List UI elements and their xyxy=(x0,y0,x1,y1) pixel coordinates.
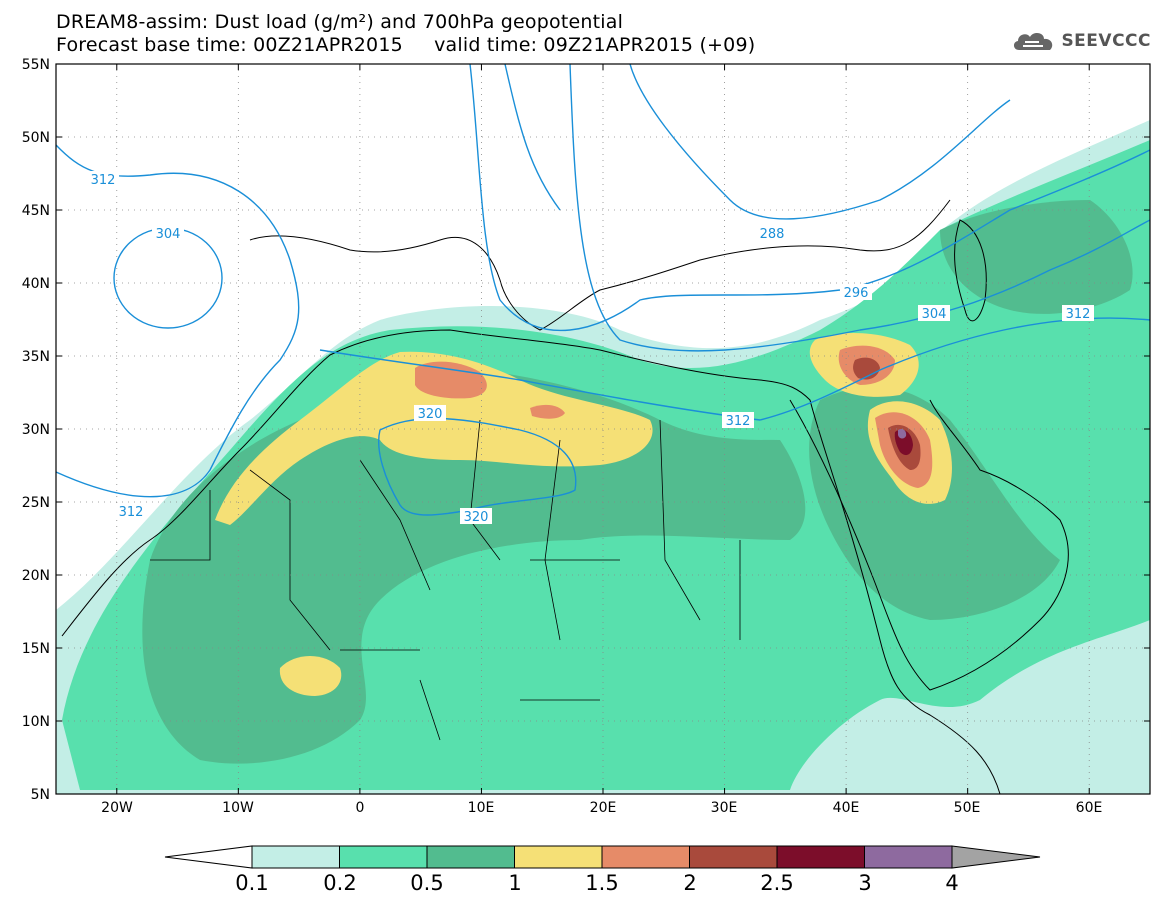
seevccc-logo: SEEVCCC xyxy=(1011,28,1151,54)
geopotential-contours xyxy=(56,64,1150,516)
contour-304-east xyxy=(569,64,1150,352)
coastlines xyxy=(61,199,1069,794)
svg-text:312: 312 xyxy=(91,173,116,188)
logo-text: SEEVCCC xyxy=(1061,31,1151,51)
lon-label: 10W xyxy=(222,800,254,816)
contour-label-288: 288 xyxy=(756,225,788,242)
colorbar-swatch xyxy=(514,845,603,869)
colorbar-label: 2 xyxy=(683,871,696,895)
lat-label: 50N xyxy=(22,130,50,146)
contour-320-sahara xyxy=(378,417,577,516)
contour-labels: 312 304 312 320 320 288 296 304 312 312 xyxy=(87,171,1094,525)
contour-label-320-n: 320 xyxy=(414,405,446,422)
colorbar-label: 4 xyxy=(945,871,958,895)
colorbar-swatch xyxy=(339,845,428,869)
contour-label-312-e: 312 xyxy=(1062,305,1094,322)
arabia-coastline xyxy=(789,399,1069,691)
svg-text:320: 320 xyxy=(418,407,443,422)
caspian-coastline xyxy=(954,219,987,322)
lat-label: 20N xyxy=(22,568,50,584)
svg-text:312: 312 xyxy=(1066,307,1091,322)
lon-label: 20E xyxy=(590,800,617,816)
dust-area-1.5-a xyxy=(415,361,487,399)
colorbar-label: 0.5 xyxy=(410,871,443,895)
colorbar-swatch xyxy=(864,845,953,869)
contour-312-west xyxy=(56,144,300,498)
svg-text:288: 288 xyxy=(760,227,785,242)
lat-label: 40N xyxy=(22,276,50,292)
lon-label: 10E xyxy=(468,800,495,816)
contour-label-304-w: 304 xyxy=(152,225,184,242)
lon-label: 40E xyxy=(833,800,860,816)
longitude-labels: 20W 10W 0 10E 20E 30E 40E 50E 60E xyxy=(101,800,1102,816)
contour-label-320-s: 320 xyxy=(460,508,492,525)
svg-text:304: 304 xyxy=(922,307,947,322)
lat-label: 10N xyxy=(22,714,50,730)
axis-ticks xyxy=(56,64,1150,794)
lon-label: 50E xyxy=(954,800,981,816)
colorbar-swatch xyxy=(601,845,690,869)
colorbar-labels: 0.1 0.2 0.5 1 1.5 2 2.5 3 4 xyxy=(235,871,958,895)
colorbar-label: 0.1 xyxy=(235,871,268,895)
dust-area-1-sahara xyxy=(215,351,653,525)
lat-label: 30N xyxy=(22,422,50,438)
contour-312-east xyxy=(319,317,1150,421)
lat-label: 15N xyxy=(22,641,50,657)
colorbar-label: 1 xyxy=(508,871,521,895)
colorbar-label: 1.5 xyxy=(585,871,618,895)
lon-label: 30E xyxy=(711,800,738,816)
dust-area-0.5-caspian xyxy=(940,200,1133,314)
colorbar-swatch xyxy=(689,845,778,869)
svg-text:312: 312 xyxy=(726,414,751,429)
lat-label: 5N xyxy=(31,787,50,803)
svg-text:320: 320 xyxy=(464,510,489,525)
colorbar-swatch xyxy=(251,845,340,869)
colorbar-label: 2.5 xyxy=(760,871,793,895)
lat-label: 25N xyxy=(22,495,50,511)
colorbar-label: 3 xyxy=(858,871,871,895)
forecast-time-line: Forecast base time: 00Z21APR2015 valid t… xyxy=(56,34,756,56)
graticule xyxy=(56,64,1150,794)
cloud-icon xyxy=(1014,33,1053,50)
contour-label-312-sw: 312 xyxy=(115,503,147,520)
colorbar-low-arrow xyxy=(164,845,253,869)
lat-label: 35N xyxy=(22,349,50,365)
dust-area-3 xyxy=(898,428,907,439)
colorbar-swatch xyxy=(776,845,865,869)
colorbar-boxes xyxy=(251,845,953,869)
colorbar-high-arrow xyxy=(951,845,1041,869)
colorbar: 0.1 0.2 0.5 1 1.5 2 2.5 3 4 xyxy=(164,845,1041,895)
colorbar-label: 0.2 xyxy=(323,871,356,895)
contour-label-312-w: 312 xyxy=(87,171,119,188)
latitude-labels: 55N 50N 45N 40N 35N 30N 25N 20N 15N 10N … xyxy=(22,57,50,803)
lon-label: 0 xyxy=(356,800,365,816)
lon-label: 20W xyxy=(101,800,133,816)
europe-coastline xyxy=(249,199,951,331)
map-title: DREAM8-assim: Dust load (g/m²) and 700hP… xyxy=(56,11,624,33)
contour-label-312-c: 312 xyxy=(722,412,754,429)
svg-text:296: 296 xyxy=(844,286,869,301)
africa-coastline xyxy=(61,329,1001,794)
lat-label: 55N xyxy=(22,57,50,73)
svg-text:304: 304 xyxy=(156,227,181,242)
contour-label-296: 296 xyxy=(840,284,872,301)
dust-area-1-sahel xyxy=(279,656,342,696)
lon-label: 60E xyxy=(1076,800,1103,816)
lat-label: 45N xyxy=(22,203,50,219)
dust-area-1.5-b xyxy=(530,404,565,419)
contour-288 xyxy=(504,64,1011,220)
colorbar-swatch xyxy=(426,845,515,869)
contour-296 xyxy=(469,64,1150,332)
svg-text:312: 312 xyxy=(119,505,144,520)
contour-label-304-e: 304 xyxy=(918,305,950,322)
